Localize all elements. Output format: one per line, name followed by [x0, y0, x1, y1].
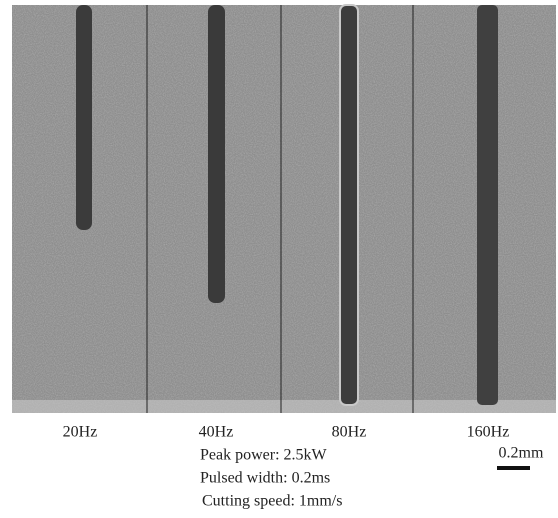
kerf [76, 5, 92, 230]
kerf [477, 5, 498, 405]
scale-bar [497, 466, 530, 470]
panel-label: 80Hz [332, 424, 367, 441]
scale-bar-label: 0.2mm [499, 445, 544, 462]
condition-text: Peak power: 2.5kW [200, 447, 328, 464]
kerf [208, 5, 225, 303]
micrographs [12, 4, 556, 413]
kerf [339, 4, 359, 406]
panel-label: 40Hz [199, 424, 234, 441]
condition-text: Pulsed width: 0.2ms [200, 470, 330, 487]
panel-label: 20Hz [63, 424, 98, 441]
image-texture [12, 5, 556, 413]
panel-label: 160Hz [467, 424, 510, 441]
image-bottom-edge [12, 400, 556, 413]
condition-text: Cutting speed: 1mm/s [202, 493, 342, 510]
